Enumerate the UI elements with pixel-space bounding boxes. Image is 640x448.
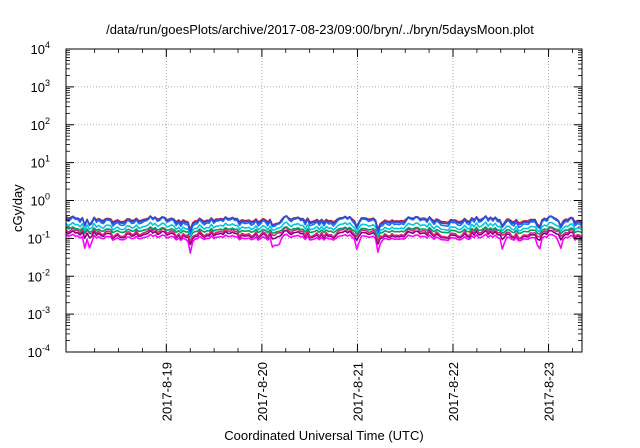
y-tick-exponent: 4: [45, 40, 50, 50]
x-tick-label: 2017-8-20: [255, 362, 270, 421]
y-tick-exponent: 1: [45, 154, 50, 164]
axis-ticks: [66, 48, 582, 353]
y-tick-exponent: -3: [42, 305, 50, 315]
y-tick-exponent: 0: [45, 192, 50, 202]
y-tick-label: 100: [31, 192, 50, 209]
y-tick-exponent: -4: [42, 343, 50, 353]
data-series: [65, 215, 583, 254]
data-series-line: [65, 226, 583, 243]
data-series-line: [65, 233, 583, 254]
y-tick-exponent: 3: [45, 78, 50, 88]
data-series-line: [65, 226, 583, 238]
y-tick-label: 10-3: [28, 305, 50, 322]
y-tick-label: 103: [31, 78, 50, 95]
y-tick-label: 10-1: [28, 229, 50, 246]
y-tick-exponent: -2: [42, 267, 50, 277]
y-tick-exponent: -1: [42, 229, 50, 239]
x-tick-label: 2017-8-21: [350, 362, 365, 421]
y-tick-label: 104: [31, 40, 50, 57]
y-tick-label: 101: [31, 154, 50, 171]
x-tick-label: 2017-8-23: [542, 362, 557, 421]
x-tick-label: 2017-8-19: [159, 362, 174, 421]
chart-title: /data/run/goesPlots/archive/2017-08-23/0…: [106, 22, 534, 37]
grid-lines: [66, 49, 582, 352]
y-tick-exponent: 2: [45, 116, 50, 126]
data-series-line: [65, 229, 583, 246]
y-axis-label: cGy/day: [10, 184, 25, 232]
data-series-line: [65, 221, 583, 237]
x-tick-label: 2017-8-22: [446, 362, 461, 421]
data-series-line: [65, 215, 583, 233]
y-tick-label: 102: [31, 116, 50, 133]
y-tick-label: 10-2: [28, 267, 50, 284]
x-axis-label: Coordinated Universal Time (UTC): [224, 428, 424, 443]
y-tick-label: 10-4: [28, 343, 50, 360]
